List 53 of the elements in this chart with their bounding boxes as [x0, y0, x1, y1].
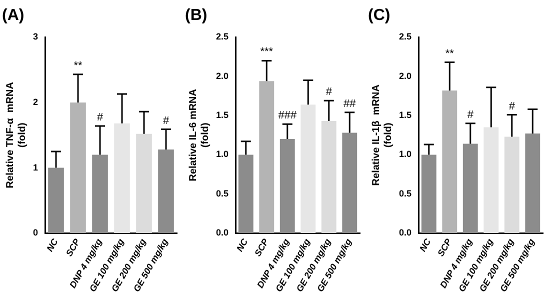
x-tick-label: NC [418, 236, 434, 254]
bar [342, 132, 358, 234]
x-tick-label: NC [234, 236, 250, 254]
bar [300, 104, 316, 234]
y-tick-label: 2.0 [216, 70, 229, 81]
y-axis-title: Relative IL-6 mRNA (fold) [188, 89, 211, 182]
annotation: ** [74, 60, 84, 72]
y-tick-label: 1.5 [398, 110, 412, 120]
annotation: ** [445, 48, 455, 60]
bar [442, 90, 458, 234]
annotation: # [508, 100, 516, 112]
y-tick-label: 3 [32, 32, 38, 42]
chart-title: (C) [368, 7, 390, 24]
bar [238, 154, 254, 234]
bar [92, 154, 108, 234]
bar [421, 154, 436, 234]
y-tick-label: 2.5 [398, 32, 412, 42]
y-tick-label: 2.5 [216, 32, 229, 42]
annotation: *** [260, 46, 274, 58]
y-tick-label: 1.5 [216, 110, 229, 120]
y-tick-label: 2.0 [398, 70, 412, 81]
y-tick-label: 1.0 [216, 149, 229, 160]
annotation: # [326, 86, 333, 98]
y-tick-label: 0.0 [216, 228, 229, 238]
y-tick-label: 2 [32, 96, 38, 107]
bar [321, 121, 336, 234]
y-axis-title: Relative TNF-α mRNA (fold) [4, 82, 28, 188]
annotation: # [162, 114, 170, 127]
y-tick-label: 0 [32, 228, 38, 238]
bar [48, 168, 64, 234]
bar [136, 134, 152, 234]
y-tick-label: 0.0 [398, 228, 412, 238]
y-tick-label: 1 [32, 162, 38, 172]
bar [525, 134, 540, 234]
y-axis-title: Relative IL-1β mRNA (fold) [370, 84, 394, 186]
annotation: ### [278, 110, 298, 122]
bar [462, 144, 478, 234]
y-tick-label: 0.5 [216, 188, 229, 198]
bar [280, 139, 295, 234]
bar [484, 127, 499, 234]
bar [504, 136, 520, 234]
bar [70, 102, 86, 234]
y-tick-label: 0.5 [398, 188, 412, 198]
x-tick-label: NC [44, 236, 60, 254]
annotation: ## [344, 98, 357, 110]
bar [259, 81, 274, 234]
bar [158, 149, 174, 234]
annotation: # [96, 112, 104, 124]
y-tick-label: 1.0 [398, 149, 412, 160]
annotation: # [467, 108, 474, 121]
chart-title: (A) [2, 7, 24, 24]
bar [114, 123, 130, 234]
chart-title: (B) [185, 7, 208, 24]
